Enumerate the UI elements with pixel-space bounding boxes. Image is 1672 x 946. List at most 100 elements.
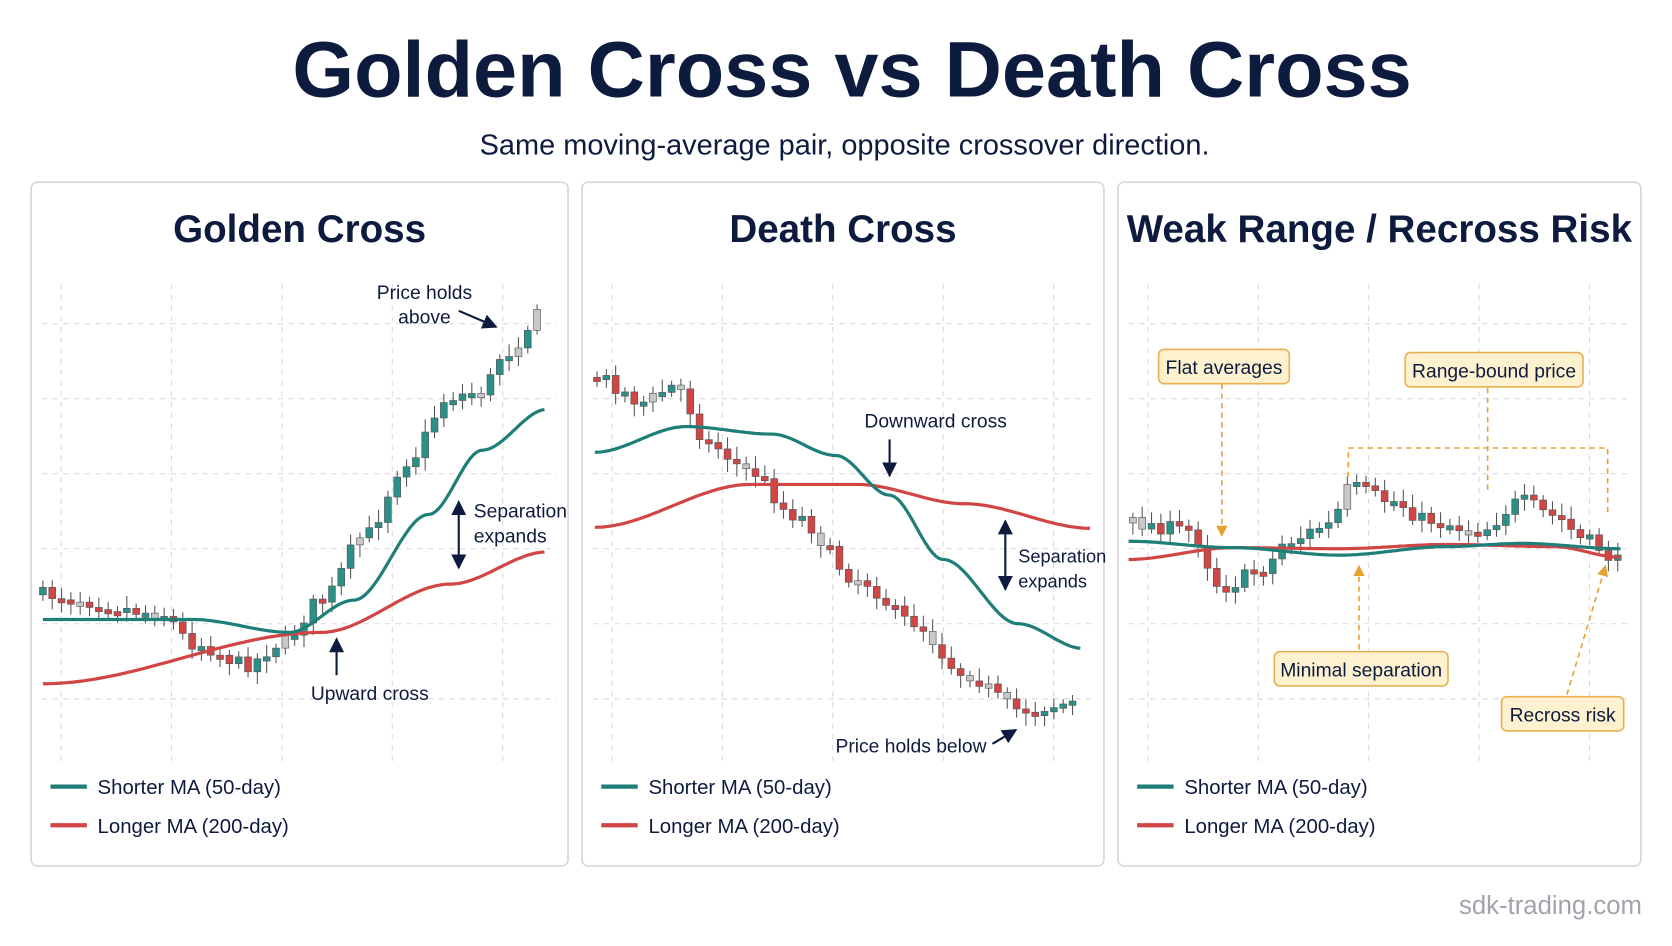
candle-body — [761, 476, 769, 482]
annotation: Recross risk — [1510, 705, 1616, 726]
annotation: Minimal separation — [1280, 660, 1442, 681]
candle-body — [412, 457, 420, 468]
candle-body — [496, 359, 504, 375]
candle-body — [938, 644, 946, 659]
annotation: Price holds below — [835, 736, 986, 757]
candle-body — [1474, 531, 1482, 537]
arrow — [458, 309, 498, 329]
panel: Weak Range / Recross Risk Shorter MA (50-… — [1117, 181, 1642, 867]
panel-frame — [1117, 181, 1642, 867]
candle-body — [486, 374, 495, 396]
candle-body — [234, 656, 243, 665]
callout-box — [1404, 351, 1584, 388]
candle-body — [639, 401, 648, 407]
candle-body — [826, 545, 834, 551]
candle-body — [1436, 523, 1445, 529]
candle-body — [1194, 529, 1202, 547]
footer: sdk-trading.com — [1459, 892, 1642, 920]
annotation: expands — [1018, 571, 1087, 591]
legend-label: Longer MA (200-day) — [98, 816, 289, 838]
candle-body — [1059, 703, 1067, 709]
candle-body — [733, 458, 741, 465]
callout-box — [1500, 695, 1625, 732]
candle-body — [113, 611, 122, 617]
candle-body — [1231, 587, 1240, 593]
candle-body — [384, 496, 392, 523]
candle-body — [1334, 508, 1342, 523]
legend-label: Shorter MA (50-day) — [1184, 777, 1367, 799]
candle-body — [533, 309, 541, 331]
annotation: Price holds — [377, 283, 472, 304]
candle-body — [1418, 512, 1426, 521]
candle-body — [723, 448, 732, 460]
candle-body — [1427, 512, 1436, 524]
annotation: expands — [474, 526, 547, 547]
candle-body — [85, 601, 94, 608]
candle-body — [337, 568, 346, 587]
candle-body — [57, 598, 66, 604]
candle-body — [1576, 529, 1585, 539]
candle-body — [1157, 523, 1165, 535]
candle-body — [1362, 481, 1370, 487]
candle-body — [132, 607, 140, 615]
candle-body — [430, 417, 439, 433]
candle-body — [863, 580, 872, 587]
candle-body — [1031, 711, 1039, 717]
candle-body — [281, 634, 290, 649]
candle-body — [1315, 527, 1324, 533]
candle-body — [262, 656, 271, 662]
candle-body — [1147, 523, 1156, 530]
candle-body — [1464, 530, 1473, 536]
candle-body — [705, 439, 713, 445]
candle-body — [39, 587, 47, 596]
candle-body — [817, 532, 825, 546]
candle-body — [1408, 507, 1417, 521]
candle-body — [179, 621, 187, 634]
candle-body — [658, 392, 667, 398]
panel-frame — [30, 181, 569, 867]
candle-body — [994, 683, 1002, 693]
candle-body — [928, 631, 937, 645]
candle-body — [76, 601, 84, 607]
annotation: Separation — [1018, 547, 1106, 567]
candle-body — [966, 675, 974, 682]
arrow — [991, 728, 1018, 745]
candle-body — [1530, 494, 1538, 501]
candle-body — [216, 654, 224, 660]
candle-body — [1022, 708, 1030, 714]
candle-body — [141, 612, 150, 618]
candle-body — [1483, 529, 1491, 537]
candle-body — [1296, 538, 1305, 544]
candle-body — [328, 585, 336, 603]
candle-body — [630, 391, 639, 405]
candle-body — [1213, 567, 1221, 587]
panel-frame — [581, 181, 1105, 867]
candle-body — [1268, 558, 1277, 574]
candle-body — [1390, 501, 1398, 507]
candle-body — [393, 476, 401, 498]
candle-body — [751, 468, 760, 477]
candle-body — [1371, 485, 1380, 491]
bracket — [1347, 387, 1609, 515]
candle-body — [421, 431, 429, 459]
candle-body — [1502, 514, 1510, 526]
candle-body — [318, 598, 327, 604]
annotation: Range-bound price — [1412, 361, 1576, 382]
candle-body — [872, 586, 881, 599]
candle-body — [1548, 509, 1557, 516]
candle-body — [1166, 521, 1174, 535]
panel: Golden Cross Shorter MA (50-day) Longer MA… — [30, 181, 569, 867]
panel-title: Death Cross — [729, 208, 956, 251]
candle-body — [1040, 711, 1049, 717]
candle-body — [891, 605, 900, 611]
candle-body — [807, 515, 816, 534]
candle-body — [1520, 494, 1529, 500]
candle-body — [356, 537, 364, 546]
candle-body — [95, 607, 103, 613]
candle-body — [1068, 700, 1077, 706]
candle-body — [1138, 517, 1146, 530]
candle-body — [225, 654, 234, 665]
candle-body — [854, 580, 862, 586]
candle-body — [514, 347, 523, 357]
legend-label: Shorter MA (50-day) — [98, 777, 281, 799]
